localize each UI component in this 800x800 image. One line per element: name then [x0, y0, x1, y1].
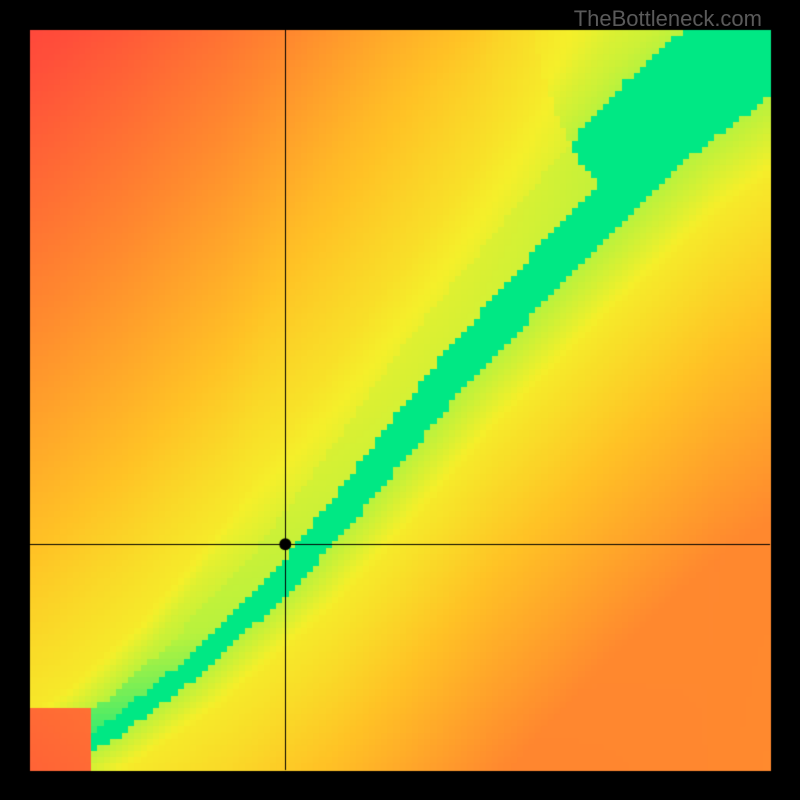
chart-container: { "watermark": { "text": "TheBottleneck.… [0, 0, 800, 800]
watermark-text: TheBottleneck.com [574, 6, 762, 32]
bottleneck-heatmap [0, 0, 800, 800]
